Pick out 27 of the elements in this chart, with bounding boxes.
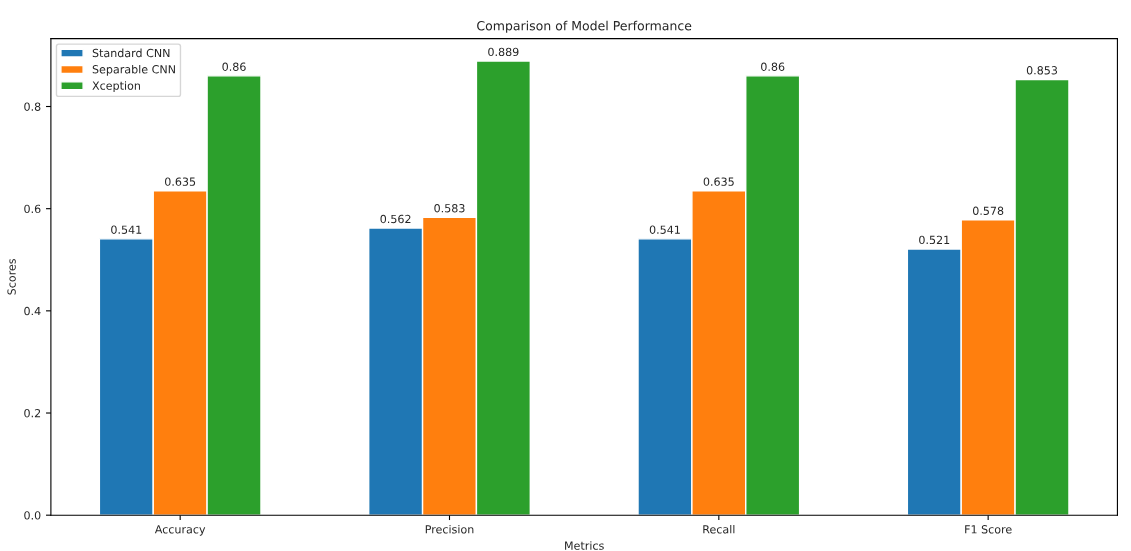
data-label: 0.635 [703,177,734,186]
data-label: 0.541 [111,225,142,234]
data-label: 0.583 [434,204,465,213]
data-label: 0.541 [649,225,680,234]
legend-label: Xception [92,81,140,92]
y-tick-label: 0.6 [24,204,41,214]
data-label: 0.521 [919,235,950,245]
data-label: 0.86 [222,62,246,71]
x-tick-label: F1 Score [965,525,1012,534]
x-tick-label: Precision [425,524,474,534]
y-tick-label: 0.0 [24,511,41,520]
chart-title: Comparison of Model Performance [477,20,692,33]
data-label: 0.562 [380,214,411,224]
data-label: 0.889 [488,47,519,57]
legend-label: Standard CNN [92,48,170,58]
data-label: 0.635 [165,177,196,186]
y-tick-label: 0.8 [24,102,41,111]
x-tick-label: Recall [703,524,735,534]
data-label: 0.86 [761,62,785,71]
y-axis-title: Scores [7,258,16,295]
legend-label: Separable CNN [92,64,175,76]
y-tick-label: 0.4 [24,306,41,316]
data-label: 0.578 [972,206,1004,215]
x-axis-title: Metrics [565,541,604,550]
x-tick-label: Accuracy [154,525,206,536]
data-label: 0.853 [1026,66,1058,75]
y-tick-label: 0.2 [24,408,41,418]
